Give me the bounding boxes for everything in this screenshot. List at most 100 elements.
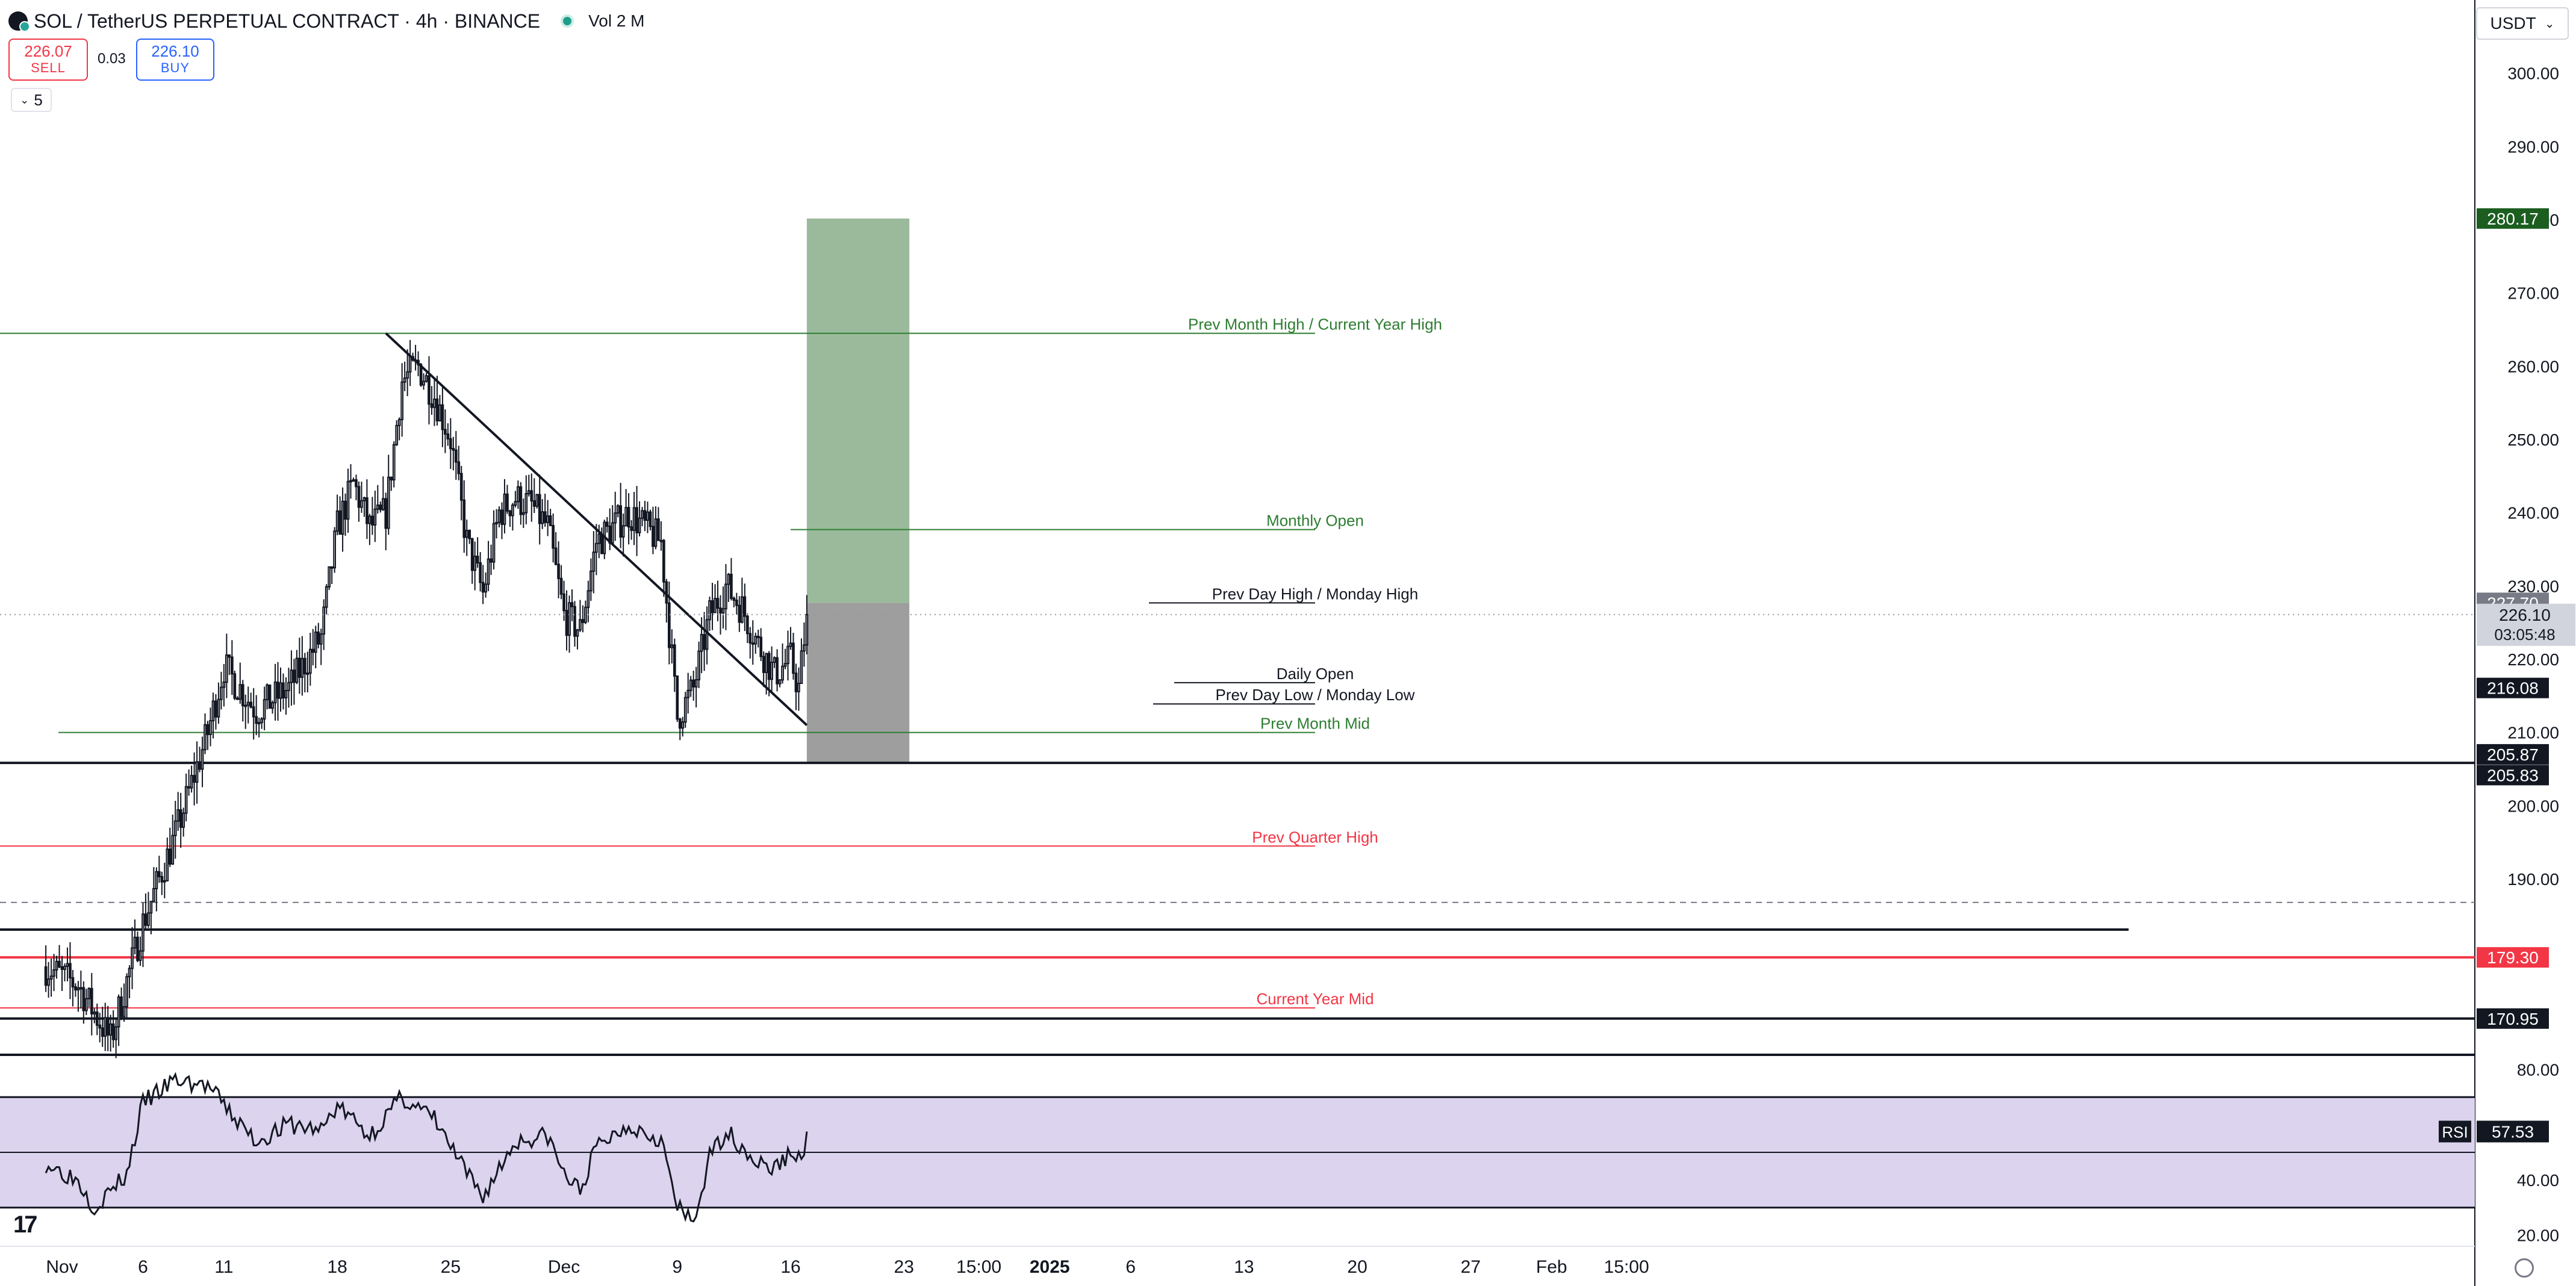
candle[interactable] [87, 987, 91, 999]
candle[interactable] [481, 582, 485, 593]
candle[interactable] [282, 682, 285, 698]
candle[interactable] [524, 492, 528, 514]
candle[interactable] [171, 834, 175, 865]
candle[interactable] [468, 530, 471, 539]
candle[interactable] [649, 511, 652, 527]
candle[interactable] [743, 596, 747, 617]
candle[interactable] [355, 479, 358, 488]
candle[interactable] [535, 494, 539, 507]
candle[interactable] [538, 494, 541, 524]
candle[interactable] [44, 966, 48, 986]
candle[interactable] [58, 960, 61, 968]
candle[interactable] [384, 498, 388, 529]
candle[interactable] [114, 1026, 117, 1040]
candle[interactable] [104, 1017, 107, 1037]
candle[interactable] [338, 510, 341, 535]
candle[interactable] [662, 539, 665, 583]
candle[interactable] [689, 679, 692, 691]
candle[interactable] [654, 518, 658, 547]
candle[interactable] [142, 913, 145, 952]
candle[interactable] [646, 511, 649, 521]
candle[interactable] [708, 600, 711, 621]
candle[interactable] [163, 880, 166, 883]
candle[interactable] [198, 761, 201, 770]
candle[interactable] [341, 500, 344, 535]
sell-button[interactable]: 226.07 SELL [8, 39, 88, 81]
candle[interactable] [220, 686, 223, 700]
candle[interactable] [627, 507, 630, 528]
candle[interactable] [748, 633, 752, 644]
candle[interactable] [266, 684, 269, 701]
candle[interactable] [630, 526, 633, 531]
candle[interactable] [745, 615, 749, 635]
candle[interactable] [152, 888, 155, 902]
candle[interactable] [592, 551, 596, 572]
candle[interactable] [233, 673, 237, 699]
candle[interactable] [635, 507, 638, 533]
candle[interactable] [521, 512, 525, 515]
candle[interactable] [586, 590, 590, 608]
market-status-icon[interactable] [561, 14, 574, 28]
candle[interactable] [465, 530, 468, 538]
candle[interactable] [762, 656, 765, 673]
candle[interactable] [624, 507, 627, 527]
candle[interactable] [204, 724, 207, 751]
candle[interactable] [317, 631, 320, 645]
candle[interactable] [319, 633, 323, 645]
candle[interactable] [400, 381, 404, 420]
candle[interactable] [500, 509, 503, 525]
candle[interactable] [652, 526, 655, 547]
candle[interactable] [149, 901, 153, 914]
candle[interactable] [155, 871, 158, 890]
candle[interactable] [209, 720, 212, 735]
candle[interactable] [84, 998, 88, 1011]
candle[interactable] [565, 610, 568, 636]
candle[interactable] [576, 629, 579, 637]
candle[interactable] [120, 996, 123, 1017]
candle[interactable] [300, 657, 304, 678]
candle[interactable] [235, 697, 239, 700]
candle[interactable] [335, 510, 339, 532]
candle[interactable] [82, 987, 86, 1011]
stop-zone[interactable] [806, 603, 910, 763]
candle[interactable] [311, 648, 315, 653]
candle[interactable] [195, 761, 199, 783]
candle[interactable] [597, 533, 601, 544]
candle[interactable] [789, 642, 792, 647]
candle[interactable] [611, 522, 614, 544]
candle[interactable] [287, 682, 290, 692]
candle[interactable] [541, 511, 544, 524]
candle[interactable] [767, 653, 771, 680]
candle[interactable] [638, 517, 641, 533]
candle[interactable] [492, 523, 496, 563]
candle[interactable] [532, 500, 536, 507]
candle[interactable] [614, 512, 617, 524]
candle[interactable] [144, 913, 148, 926]
candle[interactable] [697, 650, 700, 681]
candle[interactable] [109, 1023, 113, 1036]
candle[interactable] [794, 673, 798, 692]
candle[interactable] [783, 663, 787, 667]
candle[interactable] [160, 876, 164, 883]
candle[interactable] [330, 566, 334, 569]
candle[interactable] [255, 716, 258, 724]
candle[interactable] [497, 509, 501, 523]
candle[interactable] [238, 684, 242, 700]
candle[interactable] [328, 566, 331, 588]
candle[interactable] [676, 675, 679, 720]
candle[interactable] [122, 1006, 126, 1017]
candle[interactable] [797, 683, 800, 692]
candle[interactable] [136, 936, 139, 961]
candle[interactable] [517, 486, 520, 503]
candle[interactable] [349, 480, 352, 483]
candle[interactable] [659, 539, 663, 542]
candle[interactable] [476, 555, 479, 564]
candle[interactable] [422, 381, 425, 386]
candle[interactable] [694, 679, 698, 688]
candle[interactable] [125, 976, 128, 1008]
candle[interactable] [781, 665, 784, 681]
candle[interactable] [314, 631, 317, 653]
tradingview-logo-icon[interactable]: 17 [13, 1211, 37, 1238]
candle[interactable] [133, 936, 137, 949]
symbol-title[interactable]: SOL / TetherUS PERPETUAL CONTRACT · 4h ·… [34, 10, 541, 32]
